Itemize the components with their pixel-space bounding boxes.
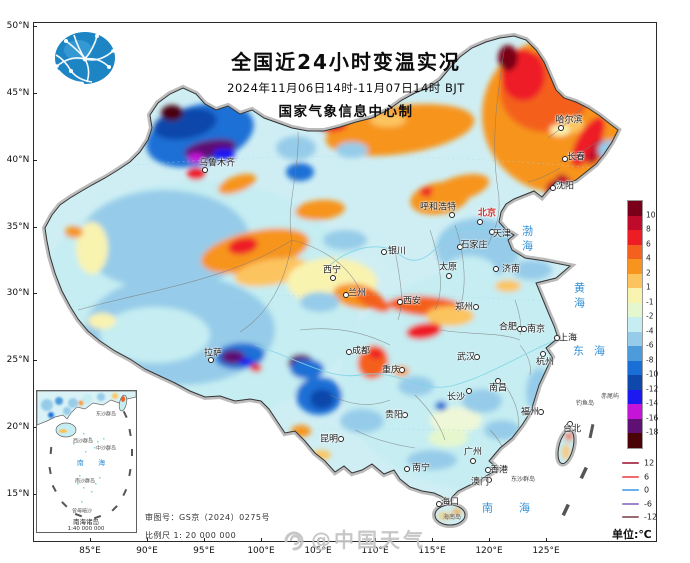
inset-island-specks xyxy=(73,433,109,503)
colorbar-band xyxy=(628,259,642,274)
colorbar-band xyxy=(628,215,642,230)
inset-labels: 南 海 东沙群岛西沙群岛 中沙群岛南沙群岛曾母暗沙南海诸岛 1:40 000 000 xyxy=(37,391,136,532)
contour-legend-label: 6 xyxy=(644,472,650,481)
colorbar-band xyxy=(628,230,642,245)
colorbar-band xyxy=(628,375,642,390)
inset-sea-label: 南 海 xyxy=(76,459,112,467)
china-weather-logo-icon xyxy=(284,531,304,550)
watermark-text: @中国天气 xyxy=(311,528,426,552)
colorbar-tick: 10 xyxy=(646,210,656,219)
inset-archipelago-label: 中沙群岛 xyxy=(95,445,117,452)
contour-legend-line xyxy=(622,502,639,505)
inset-dash-line xyxy=(48,410,133,520)
credit-line: 国家气象信息中心制 xyxy=(278,104,414,120)
colorbar-tick: 4 xyxy=(646,253,651,263)
lat-label: 50°N xyxy=(6,21,30,31)
contour-legend-line xyxy=(622,489,639,491)
contour-legend-line xyxy=(622,516,639,518)
inset-archipelago-label: 南沙群岛 xyxy=(74,478,96,485)
china-temperature-map xyxy=(41,32,622,528)
lon-label: 100°E xyxy=(247,546,275,556)
lat-label: 20°N xyxy=(6,422,30,432)
lon-label: 85°E xyxy=(79,546,101,556)
unit-label: 单位:℃ xyxy=(612,528,652,541)
offshore-island-marks xyxy=(561,423,595,517)
colorbar-tick: -8 xyxy=(646,355,654,364)
time-range: 2024年11月06日14时-11月07日14时 BJT xyxy=(227,81,465,95)
colorbar-band xyxy=(628,346,642,361)
province-borders xyxy=(77,44,601,461)
colorbar-tick: -16 xyxy=(646,413,659,422)
contour-legend-line xyxy=(622,475,639,478)
colorbar-tick: -10 xyxy=(646,369,659,379)
south-china-sea-inset: 南 海 东沙群岛西沙群岛 中沙群岛南沙群岛曾母暗沙南海诸岛 1:40 000 000 xyxy=(36,390,137,533)
colorbar-band xyxy=(628,302,642,317)
colorbar-tick: -1 xyxy=(646,297,654,306)
lat-label: 30°N xyxy=(6,288,30,298)
lon-label: 120°E xyxy=(475,546,503,556)
colorbar-band xyxy=(628,418,642,433)
page-title: 全国近24小时变温实况 xyxy=(231,50,461,74)
colorbar-tick: -14 xyxy=(646,398,659,408)
contour-legend-line xyxy=(622,462,639,464)
colorbar-band xyxy=(628,389,642,404)
lat-label: 35°N xyxy=(6,222,30,232)
inset-title: 南海诸岛 xyxy=(73,518,99,526)
lat-label: 15°N xyxy=(6,489,30,499)
colorbar-tick: -6 xyxy=(646,340,654,350)
colorbar-band xyxy=(628,273,642,288)
header: 全国近24小时变温实况 2024年11月06日14时-11月07日14时 BJT… xyxy=(120,46,572,120)
lon-label: 95°E xyxy=(193,546,215,556)
inset-scale: 1:40 000 000 xyxy=(67,526,105,532)
colorbar-tick: 8 xyxy=(646,224,651,234)
inset-archipelago-label: 东沙群岛 xyxy=(95,411,117,418)
lat-label: 45°N xyxy=(6,88,30,98)
temperature-colorbar: 10 8 6 4 2 1 -1 -2 -4 -6 -8 -10 -12 -14 -16 -18 xyxy=(627,200,658,449)
colorbar-band xyxy=(628,360,642,375)
colorbar-bands xyxy=(627,200,643,449)
map-frame xyxy=(33,22,657,542)
colorbar-band xyxy=(628,244,642,259)
colorbar-band xyxy=(628,404,642,419)
colorbar-tick: 1 xyxy=(646,282,651,292)
colorbar-band xyxy=(628,288,642,303)
country-border xyxy=(44,35,619,526)
colorbar-tick: -12 xyxy=(646,384,659,393)
colorbar-band xyxy=(628,201,642,216)
colorbar-tick: 2 xyxy=(646,268,651,277)
inset-archipelago-label: 西沙群岛 xyxy=(72,438,94,445)
colorbar-tick: -18 xyxy=(646,427,659,437)
map-license-number: 审图号：GS京（2024）0275号 xyxy=(145,513,270,522)
lon-label: 90°E xyxy=(136,546,158,556)
inset-archipelago-label: 曾母暗沙 xyxy=(71,508,93,515)
inset-map xyxy=(36,390,137,520)
lat-label: 40°N xyxy=(6,155,30,165)
colorbar-tick: -2 xyxy=(646,311,654,321)
colorbar-band xyxy=(628,317,642,332)
colorbar-tick: -4 xyxy=(646,326,654,335)
lat-label: 25°N xyxy=(6,355,30,365)
map-scale-label: 比例尺 1: 20 000 000 xyxy=(145,531,237,540)
nmic-globe-logo xyxy=(55,32,115,87)
contour-legend-label: -6 xyxy=(644,499,652,508)
contour-legend-label: -12 xyxy=(644,512,658,522)
lon-label: 125°E xyxy=(532,546,560,556)
rivers xyxy=(254,227,557,388)
watermark: @中国天气 xyxy=(282,524,426,553)
contour-legend-label: 0 xyxy=(644,485,650,495)
contour-legend-label: 12 xyxy=(644,458,655,468)
colorbar-band xyxy=(628,433,642,448)
colorbar-tick: 6 xyxy=(646,239,651,248)
colorbar-band xyxy=(628,331,642,346)
